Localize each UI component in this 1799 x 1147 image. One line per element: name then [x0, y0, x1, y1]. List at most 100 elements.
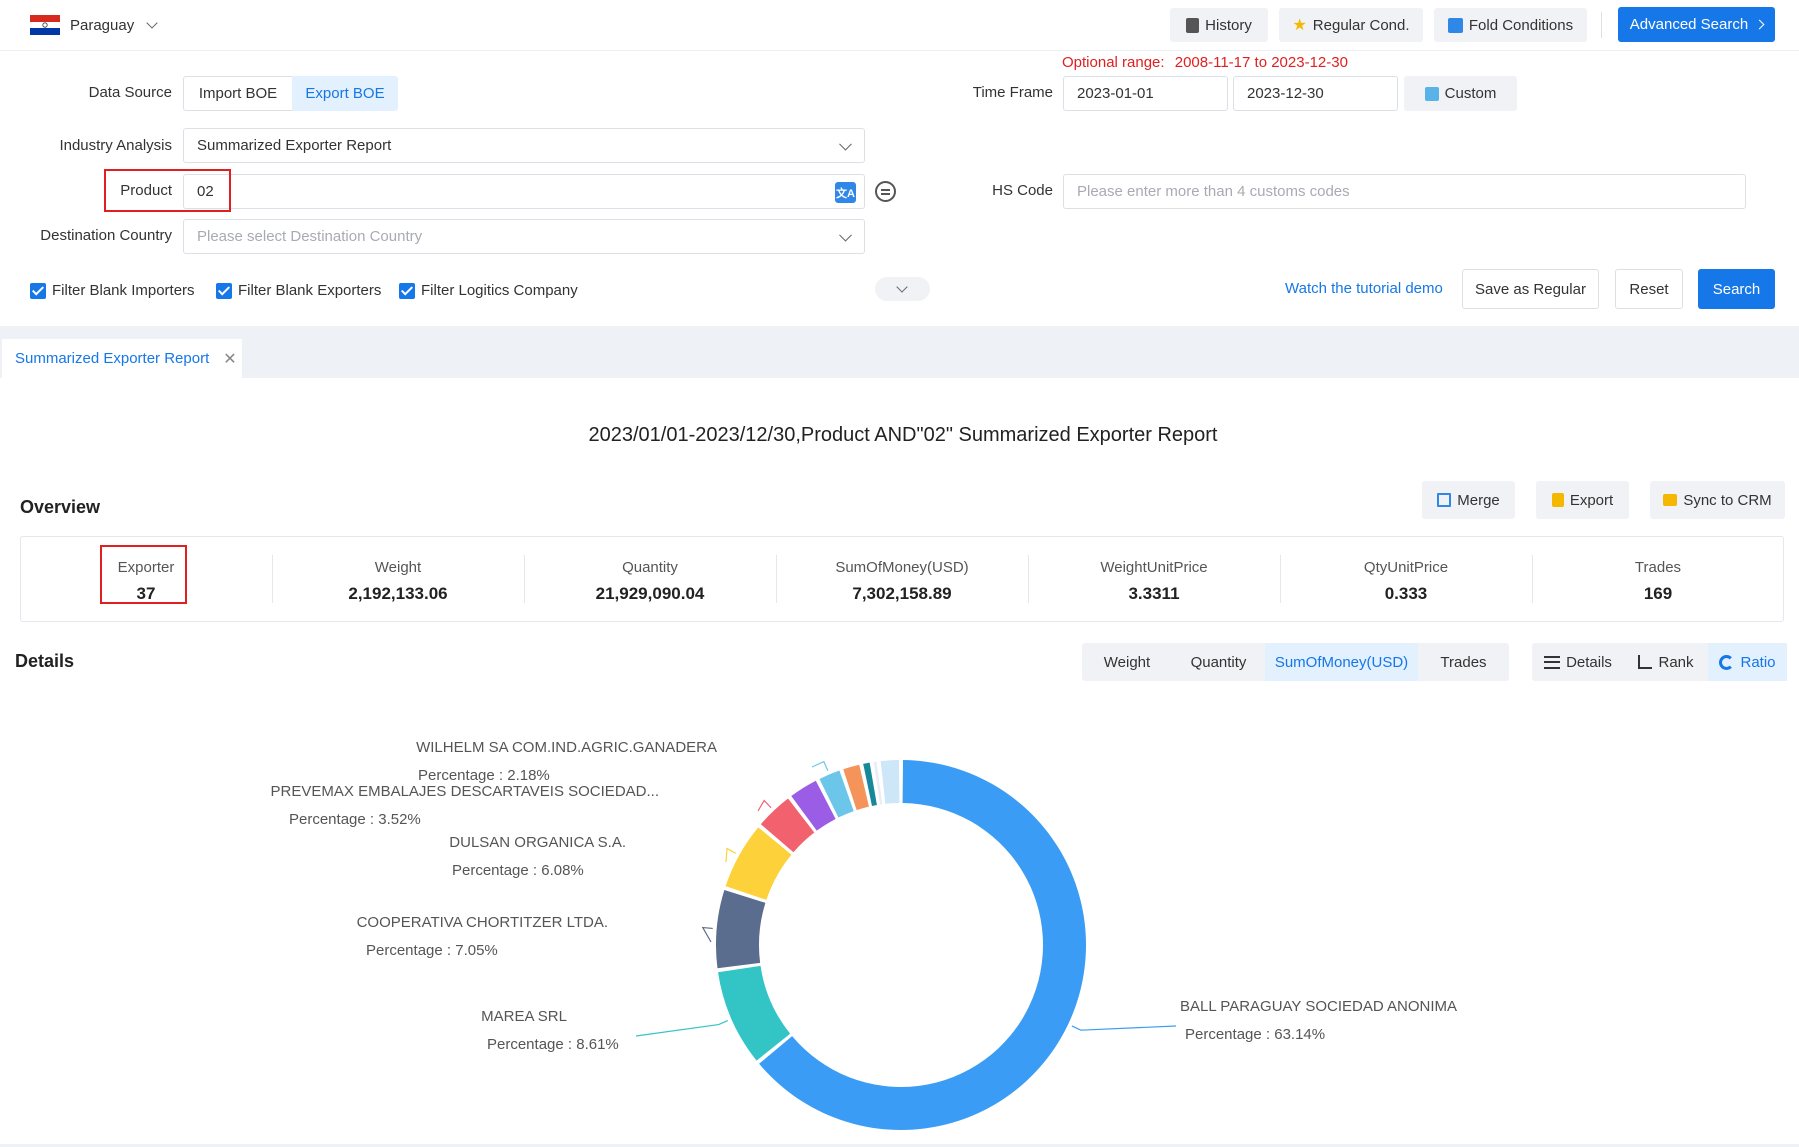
expand-more-button[interactable] — [875, 277, 930, 301]
fold-icon — [1447, 17, 1463, 33]
tab-summarized-exporter-report[interactable]: Summarized Exporter Report ✕ — [2, 339, 242, 378]
slice-percentage-label: Percentage : 8.61% — [487, 1036, 619, 1053]
export-boe-button[interactable]: Export BOE — [292, 76, 398, 111]
hs-code-input[interactable]: Please enter more than 4 customs codes — [1063, 174, 1746, 209]
metric-tabs: Weight Quantity SumOfMoney(USD) Trades — [1082, 643, 1509, 681]
checkbox-checked-icon — [216, 282, 232, 299]
translate-icon[interactable]: 文A — [835, 182, 856, 203]
product-highlight-box — [104, 169, 231, 212]
overview-heading: Overview — [20, 497, 101, 517]
report-title: 2023/01/01-2023/12/30,Product AND"02" Su… — [588, 424, 1218, 446]
rank-icon — [1638, 655, 1653, 669]
donut-slice[interactable] — [759, 760, 1086, 1130]
optional-range-text: Optional range: 2008-11-17 to 2023-12-30 — [1062, 54, 1348, 71]
sync-to-crm-button[interactable]: Sync to CRM — [1650, 481, 1785, 519]
close-icon[interactable]: ✕ — [223, 350, 237, 368]
slice-name-label: MAREA SRL — [481, 1008, 567, 1025]
stat-weight: Weight 2,192,133.06 — [348, 559, 448, 603]
industry-analysis-label: Industry Analysis — [59, 137, 172, 154]
search-list-icon[interactable] — [875, 181, 896, 202]
view-rank-button[interactable]: Rank — [1624, 643, 1708, 681]
save-as-regular-button[interactable]: Save as Regular — [1462, 269, 1599, 309]
time-from-input[interactable]: 2023-01-01 — [1063, 76, 1228, 111]
leader-line — [701, 926, 713, 943]
reset-button[interactable]: Reset — [1615, 269, 1683, 309]
star-icon: ★ — [1292, 17, 1307, 34]
filter-logistics-company-checkbox[interactable]: Filter Logitics Company — [399, 282, 578, 299]
donut-slice[interactable] — [716, 890, 766, 969]
country-selector[interactable]: Paraguay — [30, 12, 158, 38]
stat-quantity: Quantity 21,929,090.04 — [595, 559, 705, 603]
donut-slice[interactable] — [863, 762, 877, 806]
slice-percentage-label: Percentage : 3.52% — [289, 811, 421, 828]
regular-cond-button[interactable]: ★ Regular Cond. — [1279, 8, 1423, 42]
donut-slice[interactable] — [791, 780, 836, 831]
filter-blank-importers-checkbox[interactable]: Filter Blank Importers — [30, 282, 195, 299]
stat-divider — [524, 555, 525, 603]
export-button[interactable]: Export — [1536, 481, 1629, 519]
donut-slice[interactable] — [843, 764, 869, 811]
slice-name-label: BALL PARAGUAY SOCIEDAD ANONIMA — [1180, 998, 1457, 1015]
industry-analysis-select[interactable]: Summarized Exporter Report — [183, 128, 865, 163]
donut-slice[interactable] — [819, 770, 854, 818]
slice-percentage-label: Percentage : 2.18% — [418, 767, 550, 784]
custom-button[interactable]: Custom — [1404, 76, 1517, 111]
donut-slice[interactable] — [880, 760, 900, 804]
slice-percentage-label: Percentage : 7.05% — [366, 942, 498, 959]
stat-qty-unit-price: QtyUnitPrice 0.333 — [1363, 559, 1449, 603]
advanced-search-button[interactable]: Advanced Search — [1618, 7, 1775, 42]
metric-tab-weight[interactable]: Weight — [1103, 653, 1151, 671]
chevron-down-icon — [839, 137, 852, 151]
stat-sum-of-money: SumOfMoney(USD) 7,302,158.89 — [835, 559, 969, 603]
pie-chart-icon — [1719, 654, 1735, 670]
import-boe-button[interactable]: Import BOE — [183, 76, 293, 111]
stat-exporter: Exporter 37 — [117, 559, 175, 603]
donut-slice[interactable] — [725, 827, 792, 900]
tutorial-link[interactable]: Watch the tutorial demo — [1285, 280, 1443, 297]
bottom-border — [0, 1144, 1799, 1147]
stat-weight-unit-price: WeightUnitPrice 3.3311 — [1100, 559, 1208, 603]
chevron-down-icon — [896, 281, 908, 293]
overview-stats-panel: Exporter 37 Weight 2,192,133.06 Quantity… — [20, 536, 1784, 622]
view-details-button[interactable]: Details — [1532, 643, 1624, 681]
tab-bar-background — [0, 326, 1799, 378]
search-button[interactable]: Search — [1698, 269, 1775, 309]
time-frame-label: Time Frame — [972, 84, 1053, 101]
slice-percentage-label: Percentage : 63.14% — [1185, 1026, 1325, 1043]
stat-divider — [1280, 555, 1281, 603]
leader-line — [1071, 1025, 1177, 1031]
custom-icon — [1424, 86, 1439, 101]
metric-tab-sum-of-money[interactable]: SumOfMoney(USD) — [1265, 643, 1418, 681]
donut-chart: BALL PARAGUAY SOCIEDAD ANONIMA Percentage… — [271, 739, 1457, 1130]
metric-tab-quantity[interactable]: Quantity — [1190, 653, 1247, 671]
slice-name-label: PREVEMAX EMBALAJES DESCARTAVEIS SOCIEDAD… — [271, 783, 659, 800]
filter-blank-exporters-checkbox[interactable]: Filter Blank Exporters — [216, 282, 381, 299]
donut-slice[interactable] — [760, 798, 815, 853]
product-input[interactable]: 02 文A — [183, 174, 865, 209]
metric-tab-trades[interactable]: Trades — [1440, 653, 1487, 671]
stat-divider — [1028, 555, 1029, 603]
fold-conditions-button[interactable]: Fold Conditions — [1434, 8, 1587, 42]
slice-percentage-label: Percentage : 6.08% — [452, 862, 584, 879]
exporter-highlight-box — [100, 545, 187, 604]
history-button[interactable]: History — [1170, 8, 1268, 42]
slice-name-label: DULSAN ORGANICA S.A. — [449, 834, 626, 851]
chevron-right-icon — [1754, 19, 1765, 30]
header-bottom-border — [0, 50, 1799, 51]
donut-slice[interactable] — [718, 965, 791, 1061]
product-label: Product — [120, 182, 172, 199]
stat-divider — [776, 555, 777, 603]
leader-line — [757, 799, 772, 812]
time-to-input[interactable]: 2023-12-30 — [1233, 76, 1398, 111]
data-source-label: Data Source — [88, 84, 172, 101]
stat-divider — [1532, 555, 1533, 603]
checkbox-checked-icon — [399, 282, 415, 299]
view-ratio-button[interactable]: Ratio — [1708, 643, 1787, 681]
country-name: Paraguay — [70, 16, 135, 34]
donut-slice[interactable] — [873, 761, 883, 805]
header-divider — [1601, 12, 1602, 38]
leader-line — [635, 1020, 729, 1037]
destination-country-select[interactable]: Please select Destination Country — [183, 219, 865, 254]
merge-button[interactable]: Merge — [1422, 481, 1515, 519]
